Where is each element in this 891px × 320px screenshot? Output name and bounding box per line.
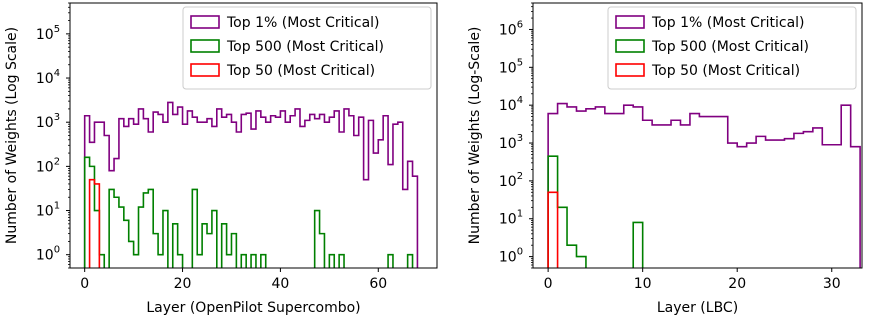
legend-swatch <box>190 63 220 77</box>
x-tick-label: 20 <box>728 276 746 292</box>
x-tick-label: 0 <box>544 276 553 292</box>
y-tick-label: 102 <box>499 171 523 190</box>
legend-swatch <box>615 39 645 53</box>
y-tick-label: 103 <box>36 112 60 131</box>
legend-box <box>182 6 432 90</box>
y-tick-label: 106 <box>499 19 523 38</box>
series-0-bars <box>547 102 861 268</box>
legend-swatch <box>615 15 645 29</box>
legend-label: Top 1% (Most Critical) <box>651 15 805 31</box>
x-tick-label: 60 <box>369 276 387 292</box>
series-2-bars <box>547 191 559 268</box>
legend-swatch <box>615 63 645 77</box>
series-1-bars <box>83 156 414 268</box>
legend: Top 1% (Most Critical) Top 500 (Most Crit… <box>182 6 432 90</box>
series-0-bars <box>83 101 419 268</box>
legend-label: Top 500 (Most Critical) <box>226 39 384 55</box>
y-tick-label: 101 <box>499 209 523 228</box>
plot-frame <box>532 2 863 269</box>
y-axis-label: Number of Weights (Log-Scale) <box>467 27 483 245</box>
x-tick-label: 0 <box>80 276 89 292</box>
chart-right: 0 10 20 30 100 101 102 103 104 105 106 Layer (LBC) N… <box>467 2 863 316</box>
x-axis-label: Layer (OpenPilot Supercombo) <box>146 300 360 316</box>
chart-left: 0 20 40 60 100 101 102 103 104 105 Layer (OpenPilo… <box>4 2 438 316</box>
legend: Top 1% (Most Critical) Top 500 (Most Crit… <box>607 6 857 90</box>
legend-box <box>607 6 857 90</box>
series-1-bars <box>547 155 644 268</box>
y-tick-label: 101 <box>36 201 60 220</box>
x-axis-label: Layer (LBC) <box>657 300 738 316</box>
y-tick-label: 102 <box>36 156 60 175</box>
x-tick-label: 40 <box>271 276 289 292</box>
legend-label: Top 50 (Most Critical) <box>651 63 800 79</box>
x-tick-label: 20 <box>174 276 192 292</box>
x-tick-label: 30 <box>823 276 841 292</box>
y-tick-label: 104 <box>499 95 523 114</box>
legend-swatch <box>190 39 220 53</box>
y-tick-label: 100 <box>36 245 60 264</box>
y-axis-label: Number of Weights (Log Scale) <box>4 27 20 244</box>
legend-label: Top 1% (Most Critical) <box>226 15 380 31</box>
legend-label: Top 500 (Most Critical) <box>651 39 809 55</box>
y-tick-label: 105 <box>36 24 60 43</box>
legend-swatch <box>190 15 220 29</box>
y-tick-label: 100 <box>499 247 523 266</box>
legend-label: Top 50 (Most Critical) <box>226 63 375 79</box>
y-tick-label: 105 <box>499 57 523 76</box>
y-tick-label: 103 <box>499 133 523 152</box>
y-tick-label: 104 <box>36 68 60 87</box>
x-tick-label: 10 <box>634 276 652 292</box>
